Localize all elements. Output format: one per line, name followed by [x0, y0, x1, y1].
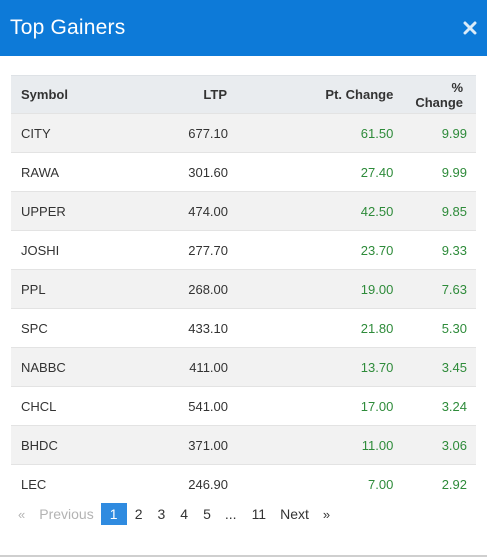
- cell-ltp: 433.10: [139, 308, 250, 348]
- cell-pt-change: 7.00: [250, 464, 406, 503]
- modal-bottom-border: [0, 555, 487, 557]
- cell-ltp: 677.10: [139, 113, 250, 153]
- cell-pt-change: 17.00: [250, 386, 406, 426]
- page-4[interactable]: 4: [180, 506, 189, 522]
- col-header-pt-change[interactable]: Pt. Change: [250, 75, 406, 114]
- col-header-symbol[interactable]: Symbol: [11, 75, 140, 114]
- table-row: LEC 246.90 7.00 2.92: [11, 464, 476, 503]
- cell-pt-change: 13.70: [250, 347, 406, 387]
- table-row: BHDC 371.00 11.00 3.06: [11, 425, 476, 465]
- cell-pt-change: 21.80: [250, 308, 406, 348]
- cell-symbol[interactable]: NABBC: [11, 347, 140, 387]
- previous-button[interactable]: Previous: [39, 506, 94, 522]
- cell-ltp: 371.00: [139, 425, 250, 465]
- cell-ltp: 541.00: [139, 386, 250, 426]
- table-header-row: Symbol LTP Pt. Change % Change: [11, 75, 476, 114]
- gainers-table: Symbol LTP Pt. Change % Change CITY 677.1…: [11, 75, 476, 503]
- cell-pct-change: 9.85: [405, 191, 476, 231]
- cell-symbol[interactable]: BHDC: [11, 425, 140, 465]
- cell-ltp: 474.00: [139, 191, 250, 231]
- cell-pct-change: 3.06: [405, 425, 476, 465]
- table-row: JOSHI 277.70 23.70 9.33: [11, 230, 476, 270]
- cell-symbol[interactable]: RAWA: [11, 152, 140, 192]
- table-row: SPC 433.10 21.80 5.30: [11, 308, 476, 348]
- last-page-arrow[interactable]: »: [322, 506, 331, 522]
- cell-pt-change: 19.00: [250, 269, 406, 309]
- cell-pct-change: 9.33: [405, 230, 476, 270]
- cell-pt-change: 27.40: [250, 152, 406, 192]
- cell-pt-change: 23.70: [250, 230, 406, 270]
- cell-symbol[interactable]: JOSHI: [11, 230, 140, 270]
- first-page-arrow[interactable]: «: [18, 506, 26, 522]
- cell-pt-change: 11.00: [250, 425, 406, 465]
- page-ellipsis: ...: [224, 506, 237, 522]
- cell-pt-change: 61.50: [250, 113, 406, 153]
- modal-title: Top Gainers: [10, 16, 126, 39]
- next-button[interactable]: Next: [280, 506, 309, 522]
- cell-ltp: 301.60: [139, 152, 250, 192]
- table-row: CITY 677.10 61.50 9.99: [11, 113, 476, 153]
- cell-pct-change: 3.24: [405, 386, 476, 426]
- col-header-ltp[interactable]: LTP: [139, 75, 250, 114]
- cell-symbol[interactable]: LEC: [11, 464, 140, 503]
- cell-pct-change: 9.99: [405, 113, 476, 153]
- cell-symbol[interactable]: PPL: [11, 269, 140, 309]
- table-row: PPL 268.00 19.00 7.63: [11, 269, 476, 309]
- table-row: NABBC 411.00 13.70 3.45: [11, 347, 476, 387]
- cell-ltp: 411.00: [139, 347, 250, 387]
- page-11[interactable]: 11: [251, 506, 267, 522]
- page-2[interactable]: 2: [134, 506, 143, 522]
- page-3[interactable]: 3: [157, 506, 166, 522]
- table-row: UPPER 474.00 42.50 9.85: [11, 191, 476, 231]
- page-1[interactable]: 1: [100, 503, 127, 525]
- cell-pct-change: 9.99: [405, 152, 476, 192]
- pagination: « Previous 1 2 3 4 5... 11 Next »: [11, 503, 337, 525]
- cell-symbol[interactable]: SPC: [11, 308, 140, 348]
- table-row: CHCL 541.00 17.00 3.24: [11, 386, 476, 426]
- cell-symbol[interactable]: UPPER: [11, 191, 140, 231]
- cell-ltp: 268.00: [139, 269, 250, 309]
- cell-symbol[interactable]: CHCL: [11, 386, 140, 426]
- table-row: RAWA 301.60 27.40 9.99: [11, 152, 476, 192]
- cell-ltp: 277.70: [139, 230, 250, 270]
- modal-header: Top Gainers: [0, 0, 487, 56]
- cell-pct-change: 2.92: [405, 464, 476, 503]
- close-icon: [463, 21, 477, 35]
- col-header-pct-change[interactable]: % Change: [405, 75, 476, 114]
- gainers-table-container: Symbol LTP Pt. Change % Change CITY 677.1…: [11, 75, 476, 503]
- cell-pct-change: 5.30: [405, 308, 476, 348]
- cell-ltp: 246.90: [139, 464, 250, 503]
- cell-pct-change: 7.63: [405, 269, 476, 309]
- cell-pt-change: 42.50: [250, 191, 406, 231]
- page-5[interactable]: 5: [203, 506, 211, 522]
- cell-symbol[interactable]: CITY: [11, 113, 140, 153]
- close-button[interactable]: [453, 0, 487, 56]
- cell-pct-change: 3.45: [405, 347, 476, 387]
